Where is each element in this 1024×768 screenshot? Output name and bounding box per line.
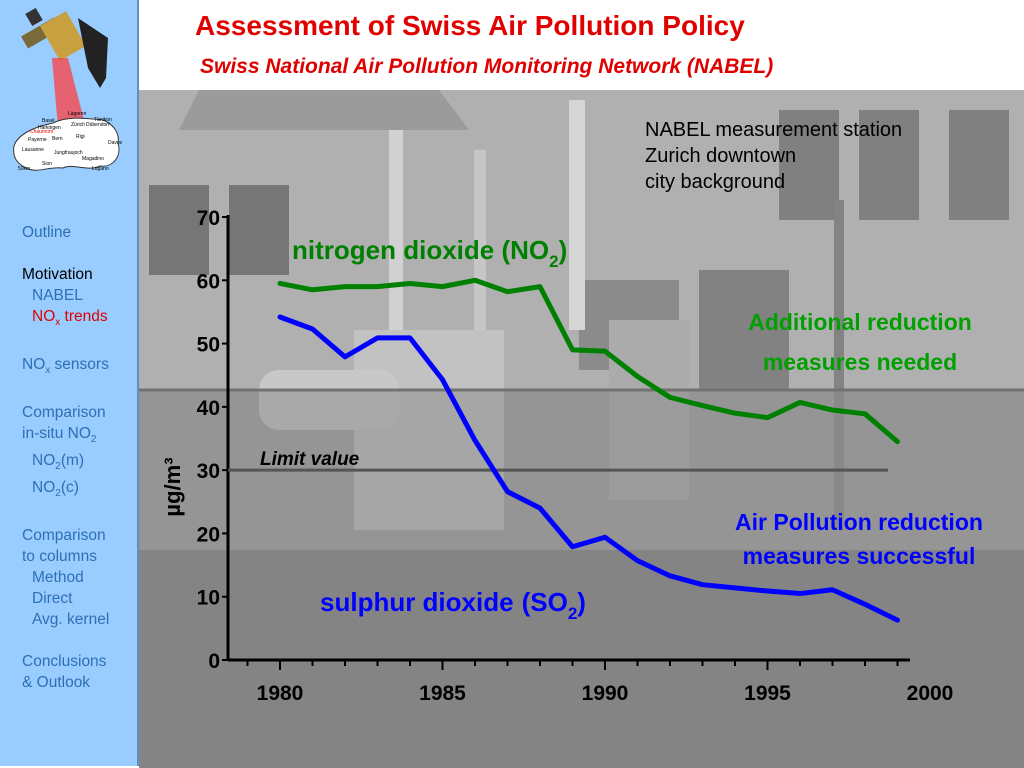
nav-outlook[interactable]: & Outlook — [22, 674, 91, 692]
nav-avg-kernel[interactable]: Avg. kernel — [32, 611, 110, 629]
station-line-1: NABEL measurement station — [645, 119, 903, 141]
y-tick-label-20: 20 — [197, 523, 220, 546]
map-label-zurich: Zürich — [71, 122, 85, 128]
nav-comparison-insitu[interactable]: Comparison — [22, 404, 106, 422]
note-measures-successful: Air Pollution reduction measures success… — [735, 509, 983, 569]
nav-conclusions[interactable]: Conclusions — [22, 653, 107, 671]
map-label-jungfraujoch: Jungfraujoch — [54, 150, 83, 156]
satellite-beam — [52, 58, 86, 128]
map-label-sion: Sion — [42, 161, 52, 167]
nav-to-columns[interactable]: to columns — [22, 548, 97, 566]
nav-insitu-no2[interactable]: in-situ NO2 — [22, 425, 97, 446]
y-tick-label-10: 10 — [197, 587, 220, 610]
x-tick-label-1985: 1985 — [419, 682, 466, 705]
station-line-3: city background — [645, 171, 786, 193]
nav-no2c[interactable]: NO2(c) — [32, 479, 79, 500]
map-label-davos: Davos — [108, 140, 123, 146]
y-axis-label: µg/m³ — [160, 457, 185, 516]
series-line-no2 — [277, 277, 900, 445]
nav-comparison-columns[interactable]: Comparison — [22, 527, 106, 545]
map-label-magadino: Magadino — [82, 156, 104, 162]
y-tick-label-0: 0 — [208, 650, 220, 673]
map-label-dubendorf: Dübendorf — [86, 122, 110, 128]
chart-series — [277, 277, 900, 623]
nav-nabel[interactable]: NABEL — [32, 287, 83, 304]
map-label-harkingen: Härkingen — [38, 125, 61, 131]
chart-axes: 0 10 20 30 40 50 60 70 1980 1985 1990 1995 2000 — [197, 207, 954, 705]
y-tick-label-60: 60 — [197, 270, 220, 293]
x-tick-label-1995: 1995 — [744, 682, 791, 705]
nav-method[interactable]: Method — [32, 569, 84, 587]
title-bar — [139, 0, 1024, 90]
limit-value-label: Limit value — [260, 449, 360, 470]
map-label-lageren: Lägeren — [68, 111, 87, 117]
page-subtitle: Swiss National Air Pollution Monitoring … — [200, 55, 774, 78]
nav-nox-sensors[interactable]: NOx sensors — [22, 356, 109, 377]
outline-nav: Outline Motivation NABEL NOx trends NOx … — [22, 222, 140, 693]
page-title: Assessment of Swiss Air Pollution Policy — [195, 10, 745, 41]
map-label-lugano: Lugano — [92, 166, 109, 172]
so2-series-label: sulphur dioxide (SO2) — [320, 587, 586, 623]
map-label-lausanne: Lausanne — [22, 147, 44, 153]
note-additional-measures: Additional reduction measures needed — [748, 309, 972, 375]
station-info: NABEL measurement station Zurich downtow… — [645, 117, 902, 195]
y-tick-label-50: 50 — [197, 334, 220, 357]
x-tick-label-1990: 1990 — [582, 682, 629, 705]
x-tick-label-2000: 2000 — [907, 682, 954, 705]
y-tick-label-40: 40 — [197, 397, 220, 420]
background-photo — [139, 90, 1024, 768]
map-scale: 50km — [18, 166, 30, 172]
map-label-rigi: Rigi — [76, 134, 85, 140]
map-label-bern: Bern — [52, 136, 63, 142]
series-line-so2 — [277, 314, 900, 623]
map-label-payerne: Payerne — [28, 137, 47, 143]
map-label-basel: Basel — [42, 118, 55, 124]
nav-motivation[interactable]: Motivation — [22, 266, 93, 283]
sidebar: Lägeren Basel Tänikon Härkingen Zürich D… — [0, 0, 139, 766]
switzerland-map: Lägeren Basel Tänikon Härkingen Zürich D… — [13, 8, 123, 172]
no2-series-label: nitrogen dioxide (NO2) — [292, 235, 567, 271]
map-label-tanikon: Tänikon — [94, 117, 112, 123]
nav-no2m[interactable]: NO2(m) — [32, 452, 85, 473]
satellite-icon — [21, 8, 108, 88]
x-tick-label-1980: 1980 — [257, 682, 304, 705]
nav-direct[interactable]: Direct — [32, 590, 73, 608]
switzerland-outline — [13, 117, 120, 171]
station-line-2: Zurich downtown — [645, 145, 797, 167]
nav-outline[interactable]: Outline — [22, 224, 72, 241]
map-label-chaumont: Chaumont — [30, 129, 54, 135]
y-tick-label-30: 30 — [197, 460, 220, 483]
nav-nox-trends[interactable]: NOx trends — [32, 308, 108, 329]
y-tick-label-70: 70 — [197, 207, 220, 230]
